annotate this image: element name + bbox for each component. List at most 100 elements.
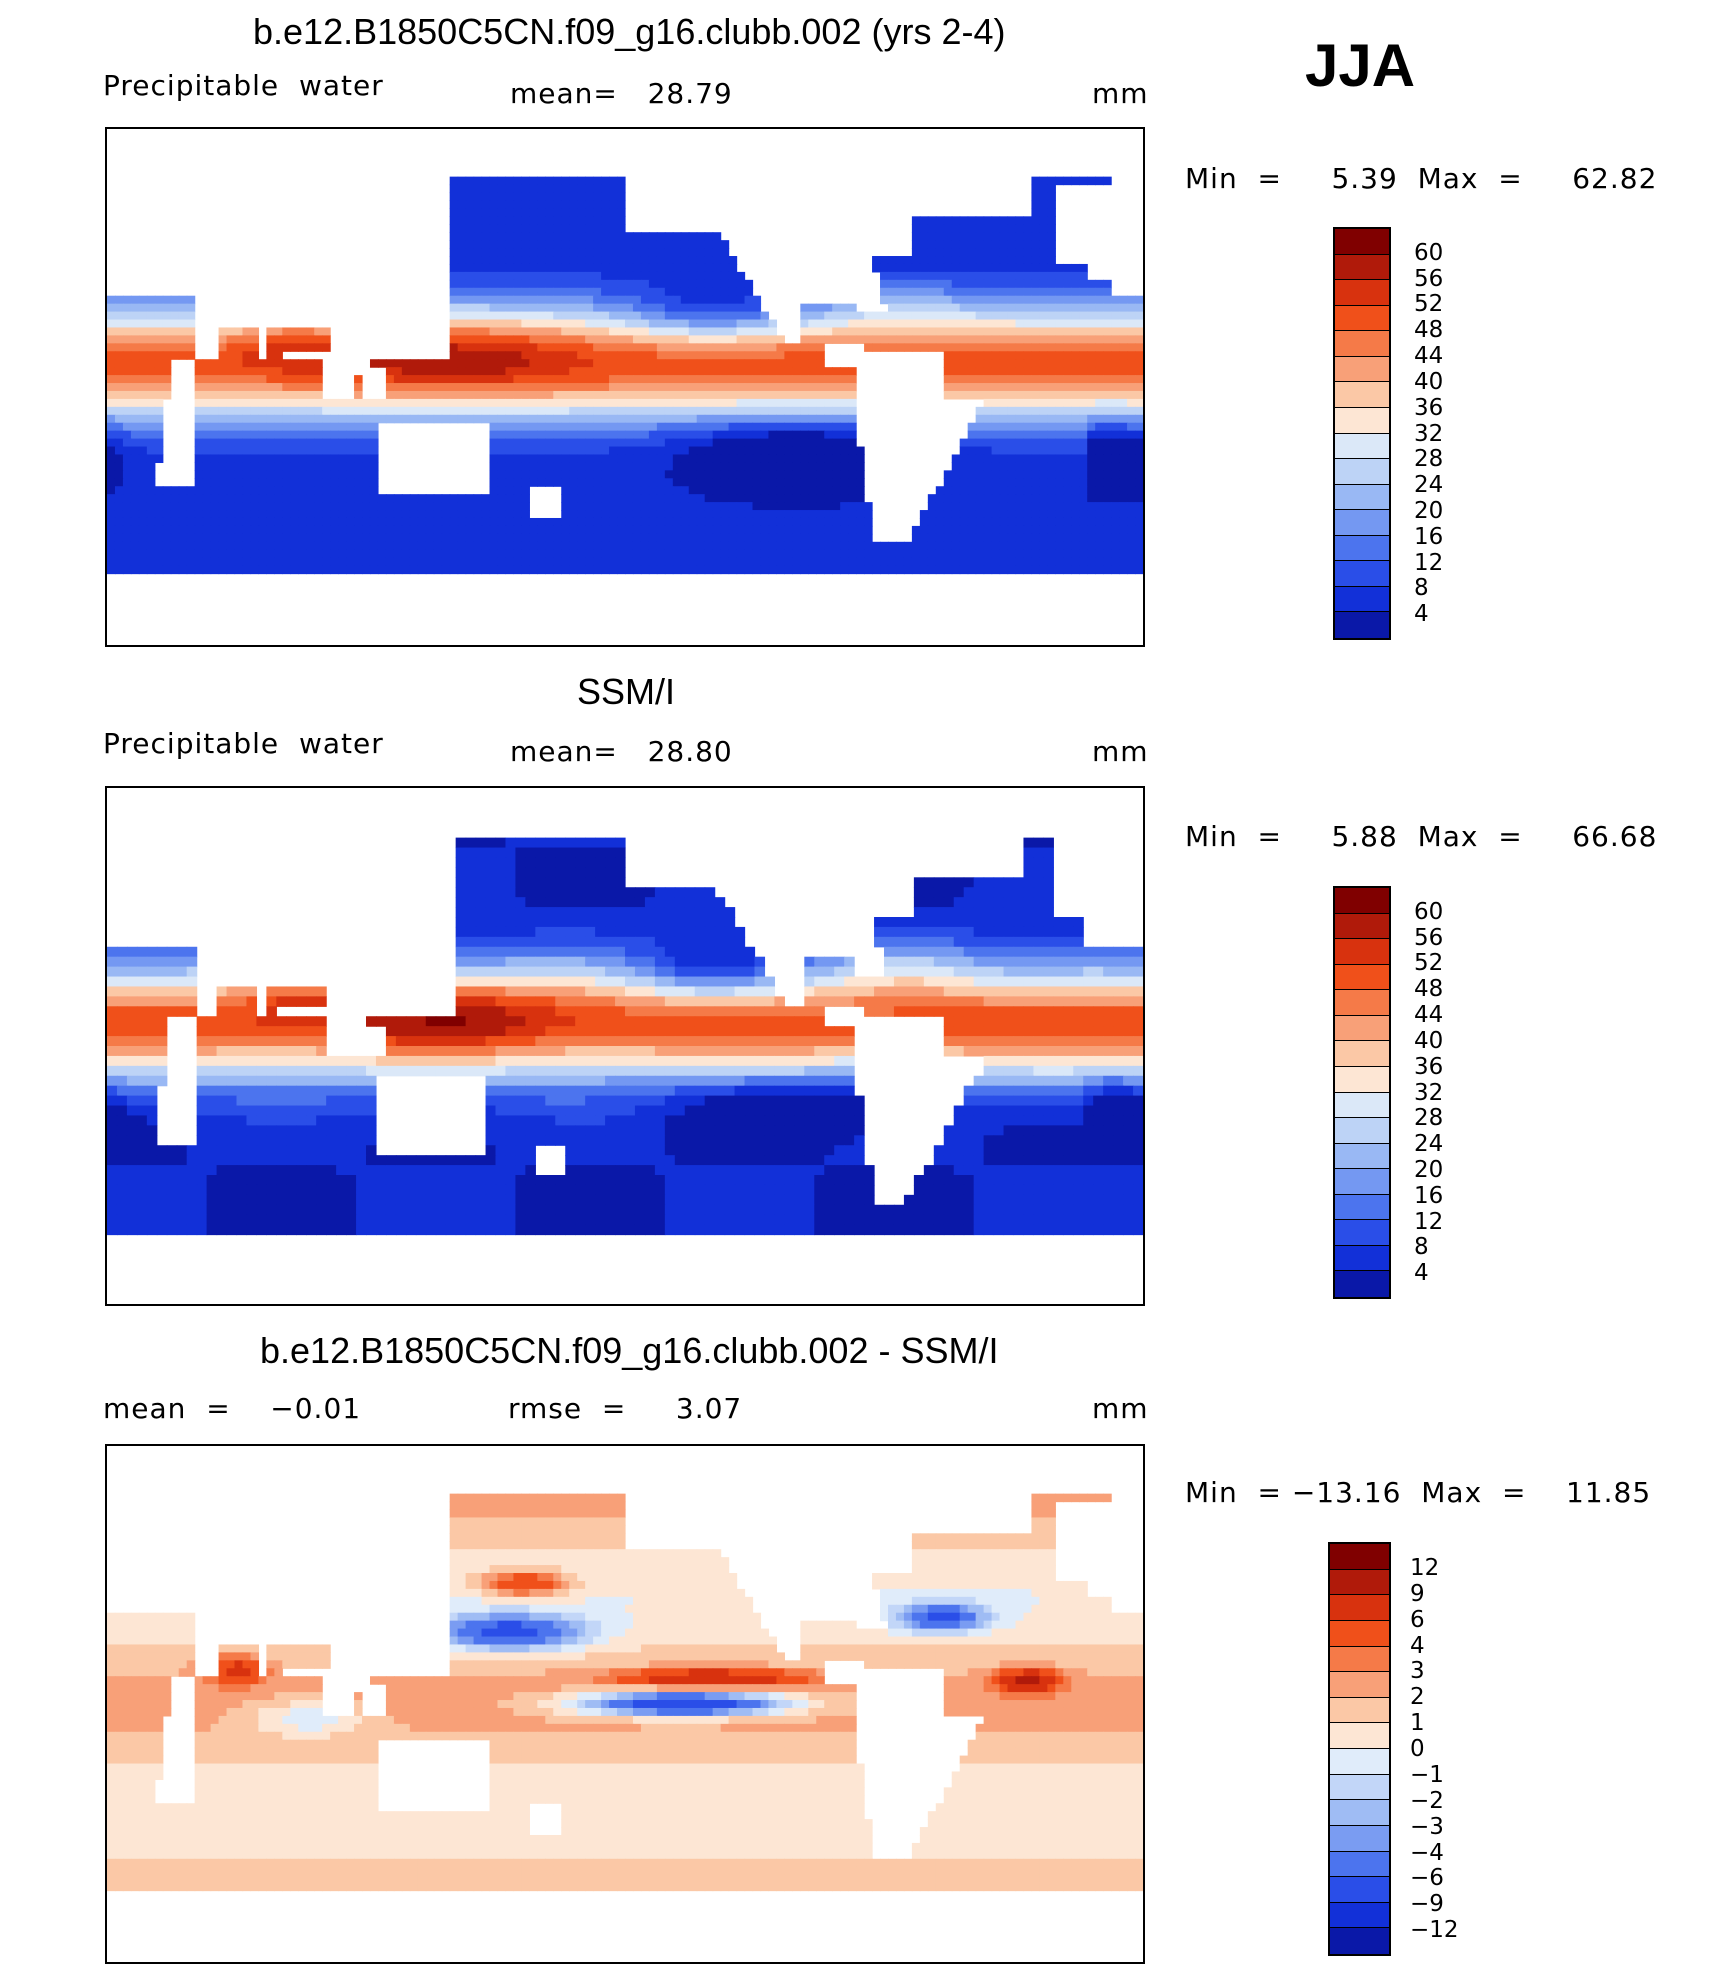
colorbar-tick-label: 16 (1414, 1182, 1444, 1209)
colorbar-tick-label: 36 (1414, 1053, 1444, 1080)
colorbar-swatch (1335, 561, 1389, 587)
colorbar-tick-label: −2 (1410, 1787, 1444, 1814)
panel3-rmse-label: rmse = 3.07 (508, 1392, 743, 1425)
colorbar-tick-label: −3 (1410, 1813, 1444, 1840)
colorbar-swatch (1335, 1118, 1389, 1144)
panel3-title: b.e12.B1850C5CN.f09_g16.clubb.002 - SSM/… (260, 1330, 999, 1371)
field-raster (107, 176, 1143, 575)
panel1-title: b.e12.B1850C5CN.f09_g16.clubb.002 (yrs 2… (253, 11, 1006, 52)
panel3-colorbar (1328, 1542, 1391, 1956)
colorbar-swatch (1335, 1066, 1389, 1093)
colorbar-tick-label: −4 (1410, 1839, 1444, 1866)
colorbar-swatch (1330, 1749, 1389, 1775)
colorbar-swatch (1335, 535, 1389, 562)
colorbar-swatch (1330, 1877, 1389, 1903)
colorbar-swatch (1335, 459, 1389, 485)
colorbar-swatch (1330, 1902, 1389, 1929)
colorbar-swatch (1335, 407, 1389, 434)
panel2-colorbar (1333, 886, 1391, 1299)
colorbar-swatch (1335, 229, 1389, 255)
panel2-map (105, 786, 1145, 1306)
colorbar-swatch (1335, 964, 1389, 991)
colorbar-swatch (1335, 913, 1389, 940)
colorbar-swatch (1330, 1569, 1389, 1596)
colorbar-swatch (1335, 484, 1389, 511)
colorbar-tick-label: 28 (1414, 446, 1444, 473)
colorbar-swatch (1335, 1092, 1389, 1119)
colorbar-tick-label: 24 (1414, 1131, 1444, 1158)
panel3-units: mm (1092, 1392, 1149, 1425)
colorbar-tick-label: 2 (1410, 1684, 1425, 1711)
colorbar-tick-label: 8 (1414, 575, 1429, 602)
colorbar-tick-label: 40 (1414, 1027, 1444, 1054)
panel2-title: SSM/I (577, 671, 676, 712)
colorbar-tick-label: 44 (1414, 1002, 1444, 1029)
panel3-mean-label: mean = −0.01 (103, 1392, 362, 1425)
colorbar-tick-label: 16 (1414, 523, 1444, 550)
colorbar-tick-label: 4 (1410, 1632, 1425, 1659)
colorbar-tick-label: −9 (1410, 1891, 1444, 1918)
colorbar-tick-label: −1 (1410, 1761, 1444, 1788)
panel1-colorbar (1333, 227, 1391, 640)
colorbar-swatch (1335, 433, 1389, 460)
panel2-units: mm (1092, 735, 1149, 768)
colorbar-swatch (1335, 1220, 1389, 1246)
colorbar-swatch (1330, 1672, 1389, 1698)
colorbar-tick-label: 52 (1414, 950, 1444, 977)
colorbar-tick-label: 8 (1414, 1234, 1429, 1261)
panel2-mean-label: mean= 28.80 (510, 735, 733, 768)
colorbar-tick-label: 20 (1414, 1156, 1444, 1183)
colorbar-swatch (1335, 612, 1389, 638)
colorbar-swatch (1335, 254, 1389, 281)
colorbar-tick-label: 0 (1410, 1736, 1425, 1762)
colorbar-tick-label: −12 (1410, 1917, 1459, 1944)
colorbar-tick-label: 40 (1414, 368, 1444, 395)
colorbar-tick-label: 48 (1414, 976, 1444, 1003)
panel1-units: mm (1092, 77, 1149, 110)
colorbar-swatch (1330, 1800, 1389, 1826)
panel1-mean-label: mean= 28.79 (510, 77, 733, 110)
colorbar-swatch (1335, 888, 1389, 914)
colorbar-tick-label: 56 (1414, 265, 1444, 292)
colorbar-swatch (1330, 1774, 1389, 1801)
panel2-minmax: Min = 5.88 Max = 66.68 (1185, 820, 1658, 853)
colorbar-tick-label: 60 (1414, 898, 1444, 925)
panel1-minmax: Min = 5.39 Max = 62.82 (1185, 162, 1658, 195)
colorbar-swatch (1335, 1041, 1389, 1067)
colorbar-swatch (1335, 1143, 1389, 1170)
colorbar-swatch (1330, 1723, 1389, 1749)
colorbar-tick-label: 48 (1414, 317, 1444, 344)
season-label: JJA (1305, 32, 1416, 99)
colorbar-swatch (1330, 1697, 1389, 1724)
panel2-variable-label: Precipitable water (103, 727, 384, 760)
colorbar-swatch (1335, 990, 1389, 1016)
colorbar-tick-label: 24 (1414, 472, 1444, 499)
colorbar-tick-label: 9 (1410, 1580, 1425, 1607)
colorbar-tick-label: 28 (1414, 1105, 1444, 1132)
panel3-minmax: Min = −13.16 Max = 11.85 (1185, 1476, 1652, 1509)
colorbar-tick-label: 20 (1414, 497, 1444, 524)
colorbar-tick-label: 12 (1410, 1554, 1440, 1581)
panel1-variable-label: Precipitable water (103, 69, 384, 102)
colorbar-swatch (1335, 1194, 1389, 1221)
colorbar-swatch (1330, 1544, 1389, 1570)
colorbar-swatch (1335, 586, 1389, 613)
colorbar-swatch (1330, 1646, 1389, 1673)
colorbar-tick-label: 6 (1410, 1606, 1425, 1633)
colorbar-tick-label: 3 (1410, 1658, 1425, 1685)
colorbar-tick-label: 32 (1414, 420, 1444, 447)
colorbar-swatch (1335, 382, 1389, 408)
colorbar-swatch (1330, 1851, 1389, 1878)
colorbar-tick-label: 44 (1414, 343, 1444, 370)
colorbar-swatch (1335, 1015, 1389, 1042)
colorbar-tick-label: 12 (1414, 1208, 1444, 1235)
field-raster (107, 837, 1143, 1236)
colorbar-swatch (1335, 305, 1389, 332)
colorbar-tick-label: 4 (1414, 601, 1429, 628)
colorbar-tick-label: 36 (1414, 394, 1444, 421)
colorbar-swatch (1330, 1825, 1389, 1852)
colorbar-swatch (1335, 1169, 1389, 1195)
colorbar-swatch (1330, 1595, 1389, 1621)
colorbar-tick-label: 52 (1414, 291, 1444, 318)
colorbar-tick-label: 32 (1414, 1079, 1444, 1106)
